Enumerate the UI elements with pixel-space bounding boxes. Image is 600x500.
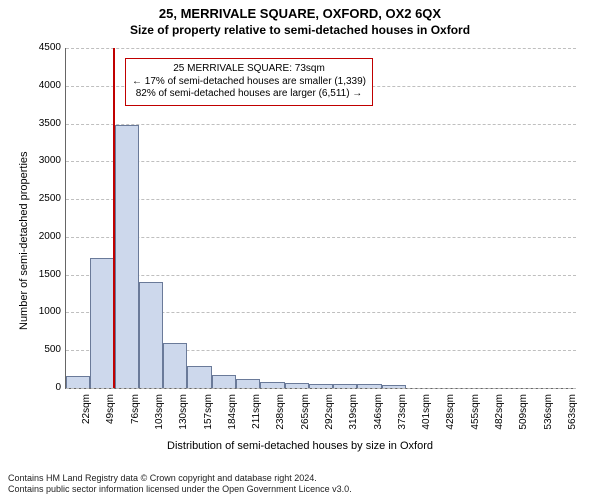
gridline: [66, 124, 576, 125]
chart-container: { "chart": { "type": "histogram", "title…: [0, 0, 600, 500]
x-tick-label: 401sqm: [421, 394, 432, 444]
gridline: [66, 275, 576, 276]
chart-title: 25, MERRIVALE SQUARE, OXFORD, OX2 6QX: [0, 0, 600, 21]
y-tick-label: 1000: [17, 306, 61, 317]
x-tick-label: 536sqm: [543, 394, 554, 444]
histogram-bar: [285, 383, 309, 388]
histogram-bar: [139, 282, 163, 388]
y-tick-label: 1500: [17, 269, 61, 280]
histogram-bar: [333, 384, 357, 388]
x-tick-label: 482sqm: [494, 394, 505, 444]
histogram-bar: [212, 375, 236, 388]
x-tick-label: 509sqm: [518, 394, 529, 444]
annotation-box: 25 MERRIVALE SQUARE: 73sqm← 17% of semi-…: [125, 58, 373, 106]
footer-attribution: Contains HM Land Registry data © Crown c…: [8, 473, 352, 496]
gridline: [66, 237, 576, 238]
x-tick-label: 184sqm: [227, 394, 238, 444]
reference-line: [113, 48, 115, 388]
y-tick-label: 0: [17, 382, 61, 393]
y-tick-label: 3000: [17, 155, 61, 166]
histogram-bar: [382, 385, 406, 388]
histogram-bar: [115, 125, 139, 388]
histogram-bar: [357, 384, 381, 388]
footer-line-2: Contains public sector information licen…: [8, 484, 352, 496]
x-tick-label: 428sqm: [445, 394, 456, 444]
x-tick-label: 211sqm: [251, 394, 262, 444]
footer-line-1: Contains HM Land Registry data © Crown c…: [8, 473, 352, 485]
gridline: [66, 388, 576, 389]
gridline: [66, 161, 576, 162]
histogram-bar: [66, 376, 90, 388]
x-tick-label: 238sqm: [275, 394, 286, 444]
x-tick-label: 373sqm: [397, 394, 408, 444]
x-tick-label: 130sqm: [178, 394, 189, 444]
x-tick-label: 76sqm: [130, 394, 141, 444]
y-tick-label: 500: [17, 344, 61, 355]
histogram-bar: [260, 382, 284, 388]
histogram-bar: [309, 384, 333, 388]
x-tick-label: 157sqm: [203, 394, 214, 444]
y-tick-label: 2500: [17, 193, 61, 204]
histogram-bar: [90, 258, 114, 388]
x-tick-label: 346sqm: [373, 394, 384, 444]
y-tick-label: 4500: [17, 42, 61, 53]
histogram-bar: [187, 366, 211, 388]
annotation-line: ← 17% of semi-detached houses are smalle…: [132, 76, 366, 89]
annotation-line: 82% of semi-detached houses are larger (…: [132, 88, 366, 101]
gridline: [66, 199, 576, 200]
y-tick-label: 3500: [17, 118, 61, 129]
x-tick-label: 103sqm: [154, 394, 165, 444]
y-tick-label: 4000: [17, 80, 61, 91]
x-tick-label: 265sqm: [300, 394, 311, 444]
x-tick-label: 292sqm: [324, 394, 335, 444]
histogram-bar: [163, 343, 187, 388]
x-tick-label: 49sqm: [105, 394, 116, 444]
histogram-bar: [236, 379, 260, 388]
x-tick-label: 319sqm: [348, 394, 359, 444]
x-tick-label: 563sqm: [567, 394, 578, 444]
x-tick-label: 455sqm: [470, 394, 481, 444]
chart-subtitle: Size of property relative to semi-detach…: [0, 21, 600, 37]
y-tick-label: 2000: [17, 231, 61, 242]
x-tick-label: 22sqm: [81, 394, 92, 444]
gridline: [66, 48, 576, 49]
annotation-line: 25 MERRIVALE SQUARE: 73sqm: [132, 63, 366, 76]
